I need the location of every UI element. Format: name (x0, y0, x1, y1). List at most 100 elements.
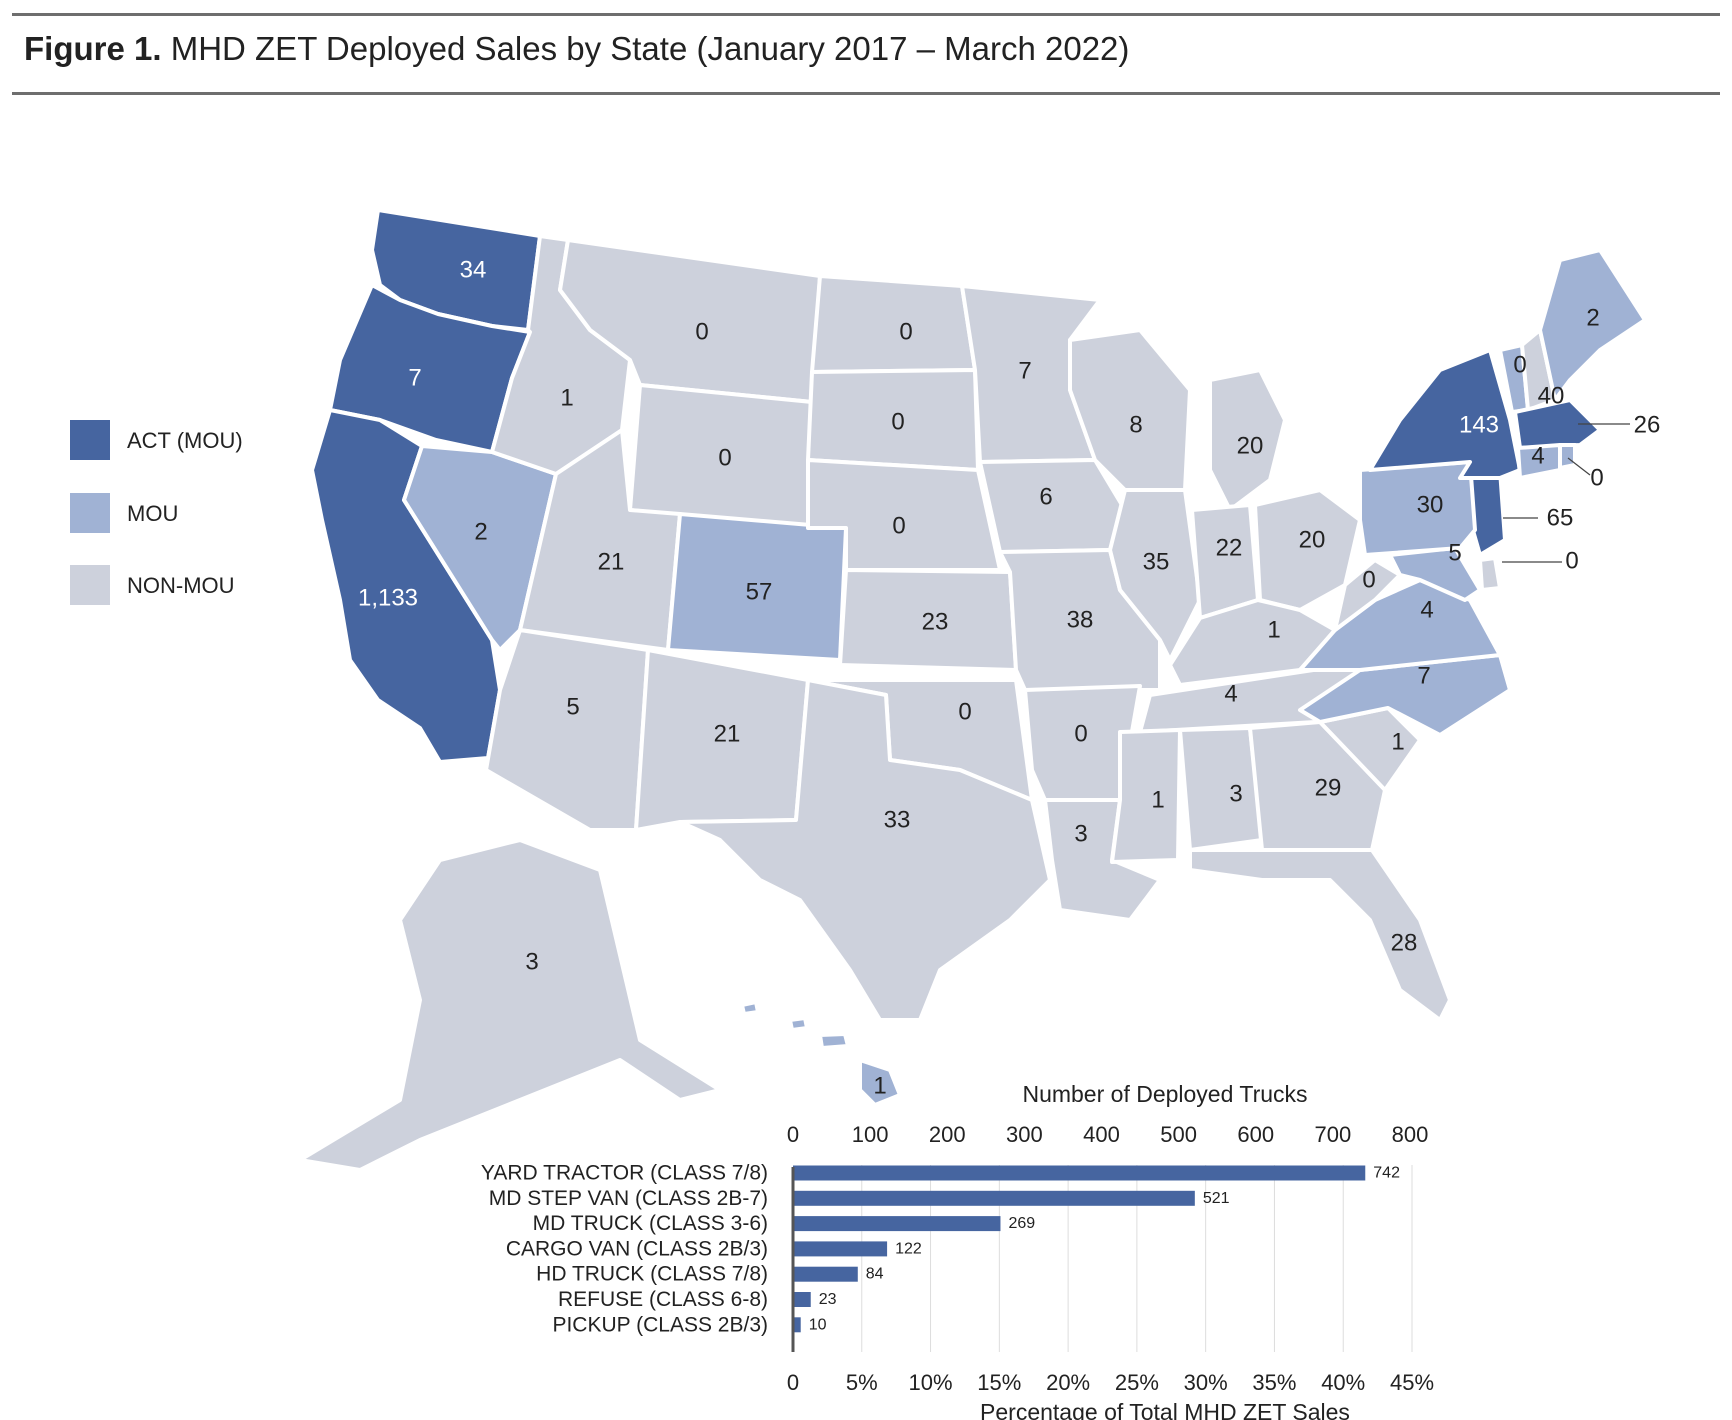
state-mi (1208, 368, 1287, 512)
bar-value-label: 521 (1203, 1190, 1230, 1207)
bottom-axis-title: Percentage of Total MHD ZET Sales (980, 1399, 1350, 1420)
state-value-me: 2 (1586, 305, 1599, 332)
state-value-wy: 0 (718, 445, 731, 472)
bottom-tick-label: 40% (1321, 1370, 1365, 1395)
top-tick-label: 800 (1392, 1122, 1429, 1147)
top-tick-label: 700 (1315, 1122, 1352, 1147)
bottom-tick-label: 30% (1184, 1370, 1228, 1395)
bar (793, 1266, 858, 1282)
leader-line-ri (1567, 457, 1591, 476)
state-value-al: 3 (1229, 781, 1242, 808)
bar (793, 1190, 1195, 1206)
state-value-fl: 28 (1391, 930, 1418, 957)
state-hi-island-3 (818, 1032, 850, 1050)
state-il (1108, 488, 1202, 662)
bottom-tick-label: 0 (787, 1370, 799, 1395)
state-value-ky: 1 (1267, 617, 1280, 644)
legend-label-act-mou: ACT (MOU) (127, 428, 243, 453)
state-value-tx: 33 (884, 807, 911, 834)
top-tick-label: 500 (1160, 1122, 1197, 1147)
state-value-sd: 0 (891, 409, 904, 436)
bar (793, 1241, 888, 1257)
state-value-hi: 1 (873, 1073, 886, 1100)
state-value-mi: 20 (1237, 433, 1264, 460)
state-value-ia: 6 (1039, 484, 1052, 511)
bar-category-label: CARGO VAN (CLASS 2B/3) (506, 1237, 768, 1260)
state-value-mn: 7 (1018, 358, 1031, 385)
state-value-id: 1 (560, 385, 573, 412)
bar-category-label: HD TRUCK (CLASS 7/8) (536, 1263, 768, 1286)
legend-label-mou: MOU (127, 501, 179, 526)
state-value-or: 7 (408, 365, 421, 392)
state-value-ne: 0 (892, 513, 905, 540)
top-tick-label: 200 (929, 1122, 966, 1147)
state-ga (1248, 720, 1387, 852)
bar (793, 1216, 1001, 1232)
bar-value-label: 23 (819, 1291, 837, 1308)
state-value-nh: 40 (1538, 383, 1565, 410)
state-value-co: 57 (746, 579, 773, 606)
figure-title-text: MHD ZET Deployed Sales by State (January… (170, 30, 1130, 67)
state-value-ak: 3 (525, 949, 538, 976)
bar-value-label: 10 (809, 1316, 827, 1333)
state-value-ms: 1 (1151, 787, 1164, 814)
state-value-nm: 21 (714, 721, 741, 748)
state-value-tn: 4 (1224, 681, 1237, 708)
state-value-mt: 0 (695, 319, 708, 346)
state-ak (298, 838, 722, 1172)
bar-value-label: 122 (895, 1240, 922, 1257)
state-hi-island-2 (788, 1016, 809, 1032)
state-value-ks: 23 (922, 609, 949, 636)
state-value-ca: 1,133 (358, 585, 418, 612)
state-ma (1513, 398, 1602, 450)
bar-category-label: MD STEP VAN (CLASS 2B-7) (489, 1187, 768, 1210)
state-value-ut: 21 (598, 549, 625, 576)
state-value-nd: 0 (899, 319, 912, 346)
bar-category-label: YARD TRACTOR (CLASS 7/8) (481, 1162, 768, 1185)
top-axis-title: Number of Deployed Trucks (1022, 1081, 1307, 1107)
state-value-ga: 29 (1315, 775, 1342, 802)
state-value-la: 3 (1074, 821, 1087, 848)
top-rule (12, 13, 1720, 16)
bar-value-label: 84 (866, 1266, 884, 1283)
state-fl (1188, 848, 1452, 1022)
state-value-de: 0 (1565, 548, 1578, 575)
state-value-md: 5 (1448, 540, 1461, 567)
state-hi (858, 1058, 902, 1107)
bottom-tick-label: 5% (846, 1370, 878, 1395)
state-value-il: 35 (1143, 549, 1170, 576)
top-tick-label: 400 (1083, 1122, 1120, 1147)
state-value-ny: 143 (1459, 412, 1499, 439)
state-value-sc: 1 (1391, 729, 1404, 756)
bar-value-label: 742 (1373, 1165, 1400, 1182)
state-value-oh: 20 (1299, 527, 1326, 554)
state-value-az: 5 (566, 694, 579, 721)
bottom-tick-label: 35% (1252, 1370, 1296, 1395)
top-tick-label: 100 (852, 1122, 889, 1147)
legend-swatch-mou (70, 493, 110, 533)
state-value-nc: 7 (1417, 663, 1430, 690)
state-wv (1333, 558, 1402, 632)
state-de (1478, 556, 1502, 592)
bottom-tick-label: 10% (909, 1370, 953, 1395)
bar-category-label: MD TRUCK (CLASS 3-6) (533, 1212, 768, 1235)
title-bottom-rule (12, 92, 1720, 95)
top-tick-label: 300 (1006, 1122, 1043, 1147)
bottom-tick-label: 45% (1390, 1370, 1434, 1395)
legend-swatch-act-mou (70, 420, 110, 460)
state-value-ri: 0 (1590, 465, 1603, 492)
bar-value-label: 269 (1008, 1215, 1035, 1232)
bar (793, 1165, 1366, 1181)
state-value-vt: 0 (1513, 352, 1526, 379)
legend-label-non-mou: NON-MOU (127, 573, 235, 598)
figure-label: Figure 1. (24, 30, 162, 67)
state-me (1538, 248, 1647, 402)
bottom-tick-label: 25% (1115, 1370, 1159, 1395)
state-value-wa: 34 (460, 257, 487, 284)
state-value-ct: 4 (1531, 443, 1544, 470)
state-value-ok: 0 (958, 699, 971, 726)
state-value-ma: 26 (1634, 412, 1661, 439)
bar (793, 1317, 801, 1333)
